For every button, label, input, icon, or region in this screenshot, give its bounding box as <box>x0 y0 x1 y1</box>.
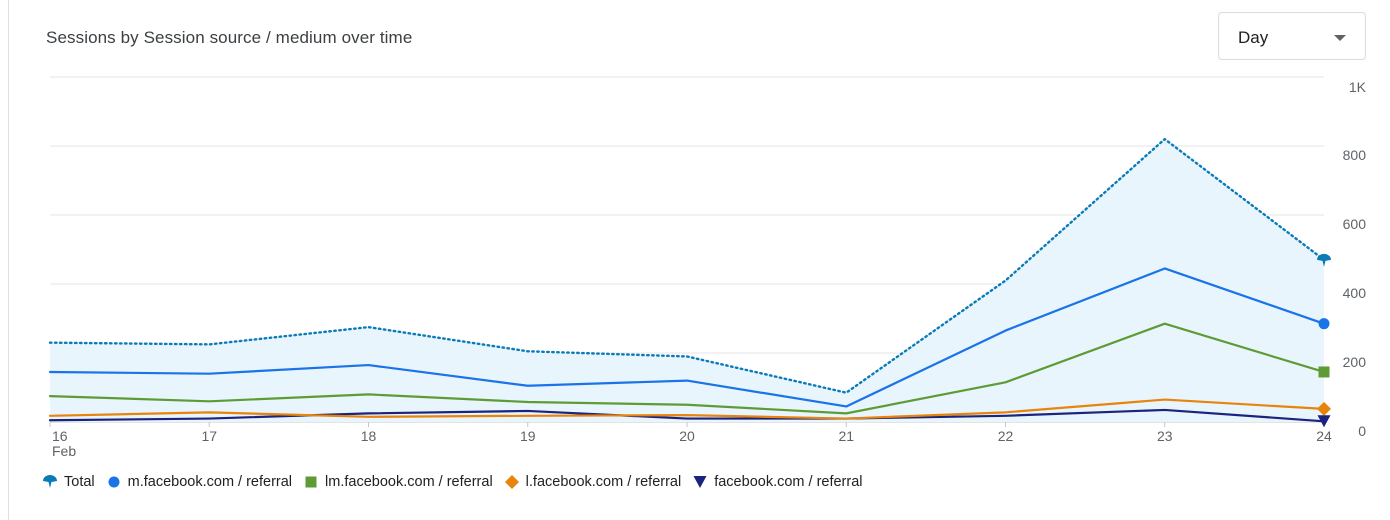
legend-label: m.facebook.com / referral <box>127 474 293 490</box>
chart-title: Sessions by Session source / medium over… <box>46 28 413 47</box>
legend-item[interactable]: facebook.com / referral <box>692 474 863 490</box>
series-line-facebook-com-referral <box>48 408 1326 423</box>
square-marker-end <box>1318 366 1330 378</box>
x-tick-label: 24 <box>1316 428 1332 444</box>
series-line-l-facebook-com-referral <box>48 398 1326 420</box>
legend-circle-icon <box>108 476 120 488</box>
legend-triangle-down-icon <box>693 476 707 488</box>
triangle-down-marker-end <box>1317 415 1331 428</box>
legend-item[interactable]: Total <box>42 474 95 490</box>
y-tick-label: 400 <box>1343 285 1367 301</box>
x-tick-label: 22 <box>998 428 1014 444</box>
legend-label: lm.facebook.com / referral <box>325 474 493 490</box>
triangle-down-marker-legend <box>693 476 707 488</box>
chart-legend: Total m.facebook.com / referral lm.faceboo… <box>42 474 874 490</box>
x-tick-label: 16 <box>52 428 68 444</box>
legend-square-icon <box>305 476 317 488</box>
series-line-m-facebook-com-referral <box>48 267 1326 408</box>
x-tick-label: 19 <box>520 428 536 444</box>
y-tick-label: 1K <box>1349 79 1367 95</box>
x-tick-label: 20 <box>679 428 695 444</box>
chevron-down-icon <box>1334 35 1346 41</box>
legend-diamond-icon <box>504 475 519 489</box>
granularity-value: Day <box>1238 28 1269 47</box>
diamond-marker-end <box>1317 401 1331 416</box>
y-tick-label: 600 <box>1343 216 1367 232</box>
series-line-lm-facebook-com-referral <box>48 322 1326 415</box>
square-marker-legend <box>305 476 317 488</box>
x-tick-label: 17 <box>201 428 217 444</box>
legend-item[interactable]: lm.facebook.com / referral <box>303 474 493 490</box>
granularity-dropdown[interactable]: Day <box>1218 12 1366 60</box>
pin-marker-legend <box>43 475 57 488</box>
circle-marker-end <box>1318 318 1330 330</box>
legend-item[interactable]: m.facebook.com / referral <box>106 474 292 490</box>
y-tick-label: 0 <box>1358 423 1366 439</box>
series-line-total <box>48 137 1326 394</box>
circle-marker-legend <box>108 476 120 488</box>
total-area-fill <box>50 139 1324 422</box>
pin-marker-end <box>1317 253 1331 267</box>
legend-pin-icon <box>43 475 57 488</box>
diamond-marker-legend <box>504 475 519 489</box>
x-tick-label: 23 <box>1157 428 1173 444</box>
y-tick-label: 800 <box>1343 147 1367 163</box>
legend-label: facebook.com / referral <box>714 474 863 490</box>
x-tick-label: 21 <box>838 428 854 444</box>
y-tick-label: 200 <box>1343 354 1367 370</box>
x-tick-label: 18 <box>361 428 377 444</box>
legend-item[interactable]: l.facebook.com / referral <box>504 474 682 490</box>
x-tick-sublabel: Feb <box>52 443 76 459</box>
legend-label: Total <box>64 474 95 490</box>
legend-label: l.facebook.com / referral <box>525 474 682 490</box>
